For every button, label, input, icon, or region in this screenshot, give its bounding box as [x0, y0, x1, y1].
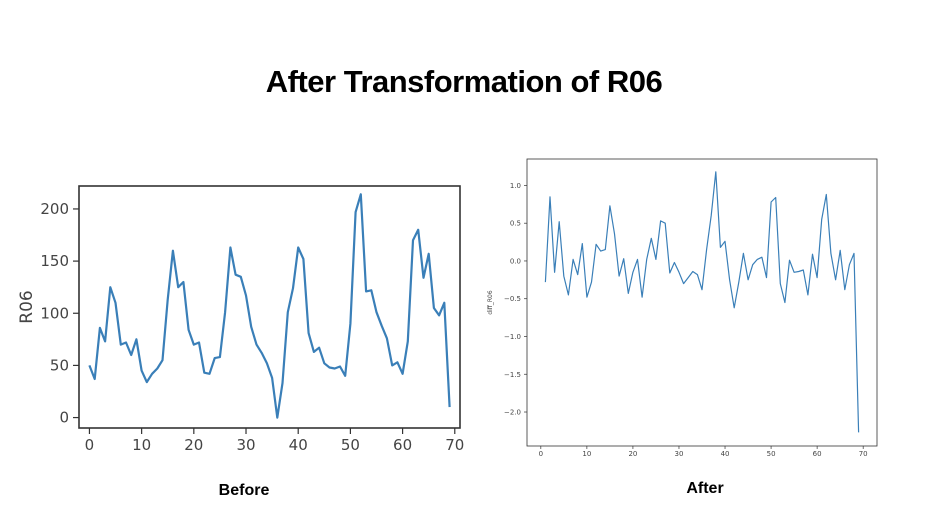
x-tick-label: 20: [184, 436, 203, 454]
x-tick-label: 50: [767, 450, 776, 458]
y-tick-label: −0.5: [504, 295, 521, 303]
x-tick-label: 60: [813, 450, 822, 458]
x-tick-label: 20: [628, 450, 637, 458]
y-tick-label: 0: [59, 409, 69, 427]
y-tick-label: 50: [50, 356, 69, 374]
y-tick-label: 1.0: [510, 182, 521, 190]
y-tick-label: 0.0: [510, 257, 521, 265]
x-tick-label: 10: [582, 450, 591, 458]
x-tick-label: 40: [721, 450, 730, 458]
x-tick-label: 10: [132, 436, 151, 454]
y-tick-label: 100: [40, 304, 69, 322]
y-tick-label: 0.5: [510, 220, 521, 228]
series-line: [544, 171, 860, 433]
after-caption: After: [686, 480, 724, 497]
y-axis-label: diff_R06: [487, 290, 494, 315]
y-tick-label: −2.0: [504, 409, 521, 417]
plot-frame: [78, 185, 461, 429]
x-tick-label: 30: [236, 436, 255, 454]
y-axis-label: R06: [17, 290, 37, 323]
x-tick-label: 70: [445, 436, 464, 454]
before-caption: Before: [218, 482, 270, 499]
y-tick-label: 200: [40, 200, 69, 218]
x-tick-label: 70: [859, 450, 868, 458]
x-tick-label: 50: [341, 436, 360, 454]
x-tick-label: 40: [289, 436, 308, 454]
page-title: After Transformation of R06: [265, 64, 663, 99]
x-tick-label: 30: [675, 450, 684, 458]
y-tick-label: −1.0: [504, 333, 521, 341]
x-tick-label: 0: [539, 450, 543, 458]
y-tick-label: 150: [40, 252, 69, 270]
plot-frame: [526, 158, 878, 447]
series-line: [88, 193, 451, 419]
x-tick-label: 0: [85, 436, 95, 454]
x-tick-label: 60: [393, 436, 412, 454]
y-tick-label: −1.5: [504, 371, 521, 379]
